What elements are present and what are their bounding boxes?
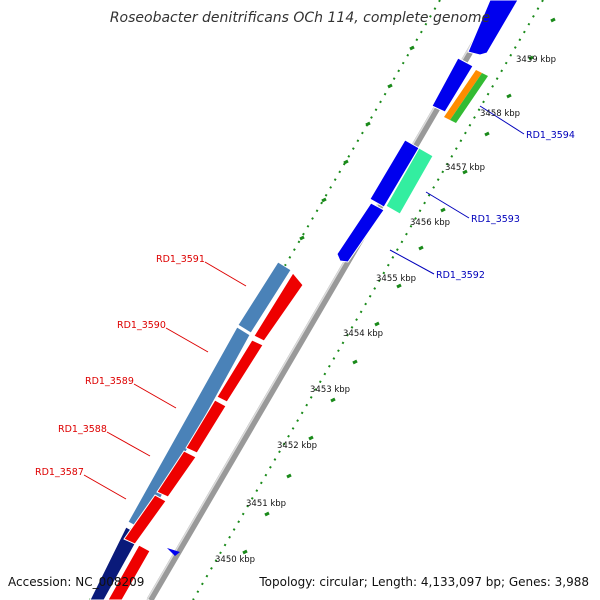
red-gene-2[interactable] (216, 339, 264, 403)
gene-rd1-3594[interactable] (431, 57, 474, 113)
orange-feature[interactable] (444, 70, 482, 120)
gene-label-reverse[interactable]: RD1_3587 (35, 467, 84, 478)
gene-label-reverse[interactable]: RD1_3591 (156, 254, 205, 265)
small-blue-marker (167, 548, 180, 556)
kbp-label: 3453 kbp (310, 385, 350, 395)
leader-line (389, 249, 435, 275)
kbp-label: 3459 kbp (516, 55, 556, 65)
major-tick-mark (462, 169, 468, 175)
leader-line (106, 431, 151, 457)
kbp-label: 3454 kbp (343, 329, 383, 339)
kbp-label: 3455 kbp (376, 274, 416, 284)
major-tick-mark (409, 45, 415, 51)
leader-line (165, 327, 209, 353)
major-tick-mark (365, 121, 371, 127)
major-tick-mark (321, 197, 327, 203)
major-ticks (123, 17, 556, 555)
major-tick-mark (440, 207, 446, 213)
leader-line (479, 105, 525, 135)
gene-rd1-3590-to-3587[interactable] (127, 326, 251, 531)
gene-label-reverse[interactable]: RD1_3588 (58, 424, 107, 435)
red-gene-4[interactable] (156, 450, 197, 498)
accession-text: Accession: NC_008209 (8, 575, 144, 589)
forward-genes (336, 0, 519, 263)
major-tick-mark (396, 283, 402, 289)
major-tick-mark (299, 235, 305, 241)
gene-label-reverse[interactable]: RD1_3589 (85, 376, 134, 387)
green-feature[interactable] (450, 73, 488, 123)
kbp-label: 3451 kbp (246, 499, 286, 509)
major-tick-mark (242, 549, 248, 555)
red-gene-6[interactable] (107, 544, 151, 600)
major-tick-mark (418, 245, 424, 251)
feature-bars (385, 70, 488, 215)
kbp-label: 3456 kbp (410, 218, 450, 228)
map-title: Roseobacter denitrificans OCh 114, compl… (110, 10, 490, 26)
kbp-label: 3457 kbp (445, 163, 485, 173)
red-gene-3[interactable] (185, 399, 227, 454)
leader-line (204, 261, 247, 287)
gene-labels: RD1_3594 RD1_3593 RD1_3592 RD1_3591 RD1_3590… (35, 130, 575, 478)
major-tick-mark (352, 359, 358, 365)
gene-rd1-3591[interactable] (237, 261, 292, 334)
gene-blue-top[interactable] (467, 0, 519, 56)
major-tick-mark (264, 511, 270, 517)
red-genes (107, 272, 304, 600)
genome-summary-text: Topology: circular; Length: 4,133,097 bp… (258, 575, 589, 589)
label-leaders (83, 105, 525, 500)
major-tick-mark (550, 17, 556, 23)
gene-label-forward[interactable]: RD1_3594 (526, 130, 575, 141)
leader-line (83, 474, 127, 500)
major-tick-mark (506, 93, 512, 99)
gene-rd1-3592[interactable] (336, 202, 385, 263)
kbp-labels: 3450 kbp 3451 kbp 3452 kbp 3453 kbp 3454 kbp… (215, 55, 556, 565)
kbp-label: 3450 kbp (215, 555, 255, 565)
gene-rd1-3593[interactable] (369, 139, 420, 208)
leader-line (425, 191, 470, 219)
major-tick-mark (308, 435, 314, 441)
gene-label-reverse[interactable]: RD1_3590 (117, 320, 166, 331)
major-tick-mark (484, 131, 490, 137)
kbp-label: 3458 kbp (480, 109, 520, 119)
red-gene-5[interactable] (123, 494, 167, 545)
cyan-feature[interactable] (385, 147, 434, 215)
gene-label-forward[interactable]: RD1_3592 (436, 270, 485, 281)
leader-line (133, 383, 177, 409)
gene-label-forward[interactable]: RD1_3593 (471, 214, 520, 225)
major-tick-mark (330, 397, 336, 403)
red-gene-1[interactable] (253, 272, 304, 342)
major-tick-mark (387, 83, 393, 89)
major-tick-mark (343, 159, 349, 165)
major-tick-mark (374, 321, 380, 327)
steelblue-track (89, 261, 292, 600)
major-tick-mark (528, 55, 534, 61)
major-tick-mark (286, 473, 292, 479)
outer-dotted-track (192, 0, 544, 600)
kbp-label: 3452 kbp (277, 441, 317, 451)
